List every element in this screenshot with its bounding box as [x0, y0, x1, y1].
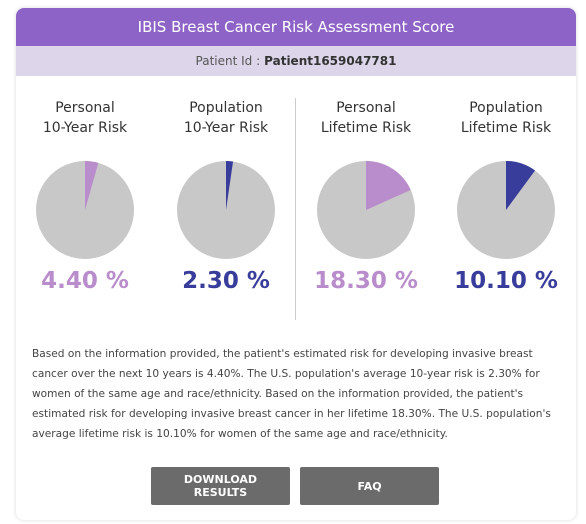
- patient-id: Patient1659047781: [264, 54, 397, 68]
- summary: Based on the information provided, the p…: [32, 348, 551, 440]
- pie-column: Population Lifetime Risk 10.10 %: [436, 98, 576, 294]
- pie-value-label: 4.40 %: [41, 268, 129, 294]
- pie-title: 10-Year Risk: [42, 120, 128, 136]
- pie: [177, 161, 275, 259]
- pie-value-label: 18.30 %: [314, 268, 418, 294]
- pie-slice: [85, 161, 99, 210]
- pie-value-label: 10.10 %: [454, 268, 558, 294]
- pies: Personal 10-Year Risk 4.40 % Population 10-Y…: [16, 76, 576, 326]
- faq-button[interactable]: FAQ: [300, 467, 439, 505]
- header-title: IBIS Breast Cancer Risk Assessment Score: [137, 18, 455, 36]
- pie-title: Lifetime Risk: [320, 120, 412, 136]
- pie-title: Personal: [336, 100, 396, 116]
- pie-slice: [506, 161, 536, 210]
- pie: [457, 161, 555, 259]
- pie-column: Personal Lifetime Risk 18.30 %: [296, 98, 436, 294]
- pie-slice: [226, 161, 234, 210]
- pie-title: Personal: [55, 100, 115, 116]
- pie: [36, 161, 134, 259]
- pie: [317, 161, 415, 259]
- pie-value-label: 2.30 %: [182, 268, 270, 294]
- pie-title: Lifetime Risk: [460, 120, 552, 136]
- divider: [295, 98, 296, 320]
- download-button[interactable]: DOWNLOAD RESULTS: [151, 467, 290, 505]
- pie-title: 10-Year Risk: [183, 120, 269, 136]
- header: IBIS Breast Cancer Risk Assessment Score: [16, 8, 576, 46]
- patient-label: Patient Id :: [195, 54, 261, 68]
- pie-title: Population: [469, 100, 543, 116]
- card: IBIS Breast Cancer Risk Assessment Score…: [16, 8, 576, 520]
- pie-column: Personal 10-Year Risk 4.40 %: [16, 98, 155, 294]
- patient-bar: Patient Id : Patient1659047781: [16, 46, 576, 76]
- pie-column: Population 10-Year Risk 2.30 %: [156, 98, 296, 294]
- pie-slice: [366, 161, 411, 210]
- pie-title: Population: [189, 100, 263, 116]
